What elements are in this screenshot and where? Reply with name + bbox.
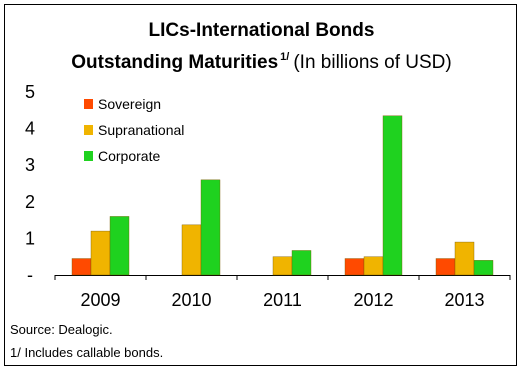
footnote: 1/ Includes callable bonds. bbox=[10, 345, 164, 360]
legend-label-corporate: Corporate bbox=[98, 148, 160, 164]
y-tick-label: 4 bbox=[25, 119, 35, 139]
legend-swatch-supranational bbox=[84, 125, 93, 135]
y-tick-label: 2 bbox=[25, 192, 35, 212]
bar-supranational-2011 bbox=[272, 256, 293, 276]
bar-supranational-2009 bbox=[90, 230, 111, 276]
x-tick-label: 2012 bbox=[353, 290, 393, 310]
bar-supranational-2010 bbox=[181, 224, 202, 276]
y-tick-label: 1 bbox=[25, 228, 35, 248]
legend-label-sovereign: Sovereign bbox=[98, 96, 161, 112]
bar-sovereign-2013 bbox=[435, 258, 456, 276]
subtitle-footnote-mark: 1/ bbox=[280, 51, 290, 63]
bar-corporate-2010 bbox=[200, 179, 221, 276]
x-tick-label: 2010 bbox=[171, 290, 211, 310]
chart-subtitle: Outstanding Maturities 1/(In billions of … bbox=[0, 51, 523, 74]
y-tick-label: - bbox=[27, 265, 33, 285]
y-tick-label: 5 bbox=[25, 82, 35, 102]
legend-label-supranational: Supranational bbox=[98, 122, 184, 138]
bar-supranational-2012 bbox=[363, 256, 384, 276]
subtitle-main: Outstanding Maturities bbox=[71, 52, 279, 73]
subtitle-unit: (In billions of USD) bbox=[293, 52, 452, 73]
bar-corporate-2011 bbox=[291, 250, 312, 276]
y-tick-label: 3 bbox=[25, 155, 35, 175]
bar-corporate-2013 bbox=[473, 260, 494, 276]
bar-corporate-2009 bbox=[109, 216, 130, 276]
x-tick-label: 2013 bbox=[444, 290, 484, 310]
bar-supranational-2013 bbox=[454, 241, 475, 276]
x-tick-label: 2011 bbox=[263, 290, 302, 310]
legend-swatch-corporate bbox=[84, 151, 93, 161]
legend-swatch-sovereign bbox=[84, 99, 93, 109]
source-note: Source: Dealogic. bbox=[10, 322, 113, 337]
x-tick-label: 2009 bbox=[80, 290, 120, 310]
chart-frame bbox=[4, 4, 517, 366]
chart-title: LICs-International Bonds bbox=[148, 20, 375, 41]
bar-sovereign-2009 bbox=[71, 258, 92, 276]
bar-sovereign-2012 bbox=[344, 258, 365, 276]
bar-corporate-2012 bbox=[382, 115, 403, 276]
